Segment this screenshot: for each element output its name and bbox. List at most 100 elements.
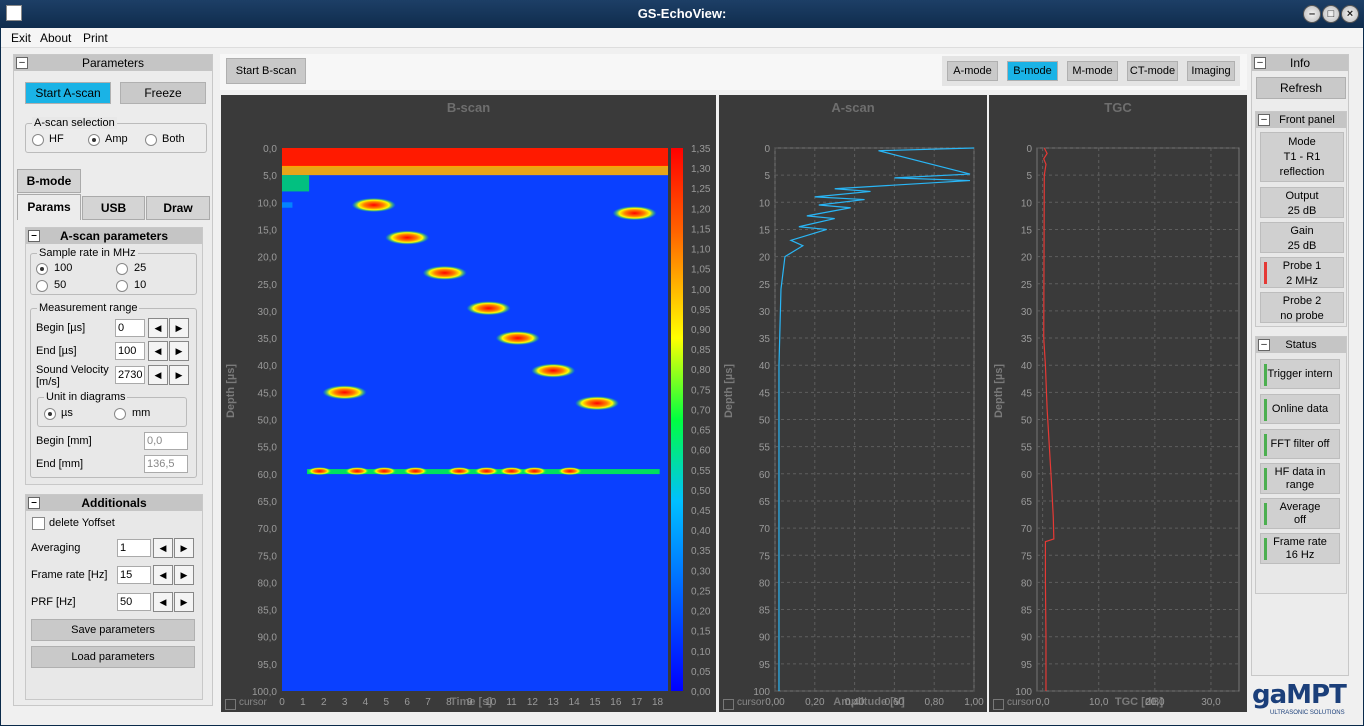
prf-increment-icon[interactable]: ▶ <box>174 592 194 612</box>
radio-hf[interactable] <box>32 134 44 146</box>
status-header[interactable]: – Status <box>1256 337 1346 353</box>
tgc-cursor-checkbox[interactable] <box>993 699 1004 710</box>
backwall-echo <box>557 467 582 476</box>
tab-imaging[interactable]: Imaging <box>1187 61 1235 81</box>
close-icon[interactable]: × <box>1341 5 1359 23</box>
logo-tagline: ULTRASONIC SOLUTIONS <box>1270 710 1345 716</box>
collapse-icon[interactable]: – <box>1258 114 1270 126</box>
tgc-svg[interactable]: 0 5 10 15 20 25 30 35 40 45 50 55 60 65 70 75 80 85 90 95 10… <box>989 95 1247 712</box>
delete-yoffset-checkbox[interactable] <box>32 517 45 530</box>
xtick: 1,00 <box>964 697 984 708</box>
gampt-logo: gaMPT ULTRASONIC SOLUTIONS <box>1252 680 1352 718</box>
radio-rate-25[interactable] <box>116 263 128 275</box>
xtick: 0,0 <box>1036 697 1050 708</box>
near-field-ripple <box>282 202 293 208</box>
menu-print[interactable]: Print <box>83 31 108 45</box>
bscan-ytick: 25,0 <box>258 280 278 291</box>
collapse-icon[interactable]: – <box>28 230 40 242</box>
collapse-icon[interactable]: – <box>28 497 40 509</box>
ytick: 20 <box>1021 253 1033 264</box>
end-us-input[interactable]: 100 <box>115 342 145 360</box>
ascan-selection-label: A-scan selection <box>32 117 117 129</box>
ytick: 40 <box>759 361 771 372</box>
framerate-input[interactable]: 15 <box>117 566 151 584</box>
front-panel-header[interactable]: – Front panel <box>1256 112 1346 128</box>
additionals-header[interactable]: – Additionals <box>26 495 202 511</box>
ytick: 60 <box>759 470 771 481</box>
tab-m-mode[interactable]: M-mode <box>1067 61 1118 81</box>
bscan-xtick: 13 <box>548 697 560 708</box>
parameters-header[interactable]: – Parameters <box>14 55 212 71</box>
tab-params[interactable]: Params <box>17 194 81 220</box>
colorbar-tick: 0,05 <box>691 667 711 678</box>
ytick: 5 <box>764 171 770 182</box>
radio-unit-mm[interactable] <box>114 408 126 420</box>
sample-rate-label: Sample rate in MHz <box>37 247 138 259</box>
colorbar-tick: 0,55 <box>691 466 711 477</box>
additionals-panel: – Additionals delete Yoffset Averaging 1… <box>25 494 203 700</box>
velocity-decrement-icon[interactable]: ◀ <box>148 365 168 385</box>
ytick: 55 <box>759 443 771 454</box>
ytick: 75 <box>1021 551 1033 562</box>
ascan-params-header[interactable]: – A-scan parameters <box>26 228 202 244</box>
ytick: 95 <box>759 660 771 671</box>
ascan-cursor-checkbox[interactable] <box>723 699 734 710</box>
ytick: 0 <box>1026 144 1032 155</box>
radio-both[interactable] <box>145 134 157 146</box>
toolbar: Start B-scan A-mode B-mode M-mode CT-mod… <box>220 54 1247 90</box>
tab-b-mode[interactable]: B-mode <box>1007 61 1058 81</box>
start-bscan-button[interactable]: Start B-scan <box>226 58 306 84</box>
ytick: 40 <box>1021 361 1033 372</box>
radio-amp[interactable] <box>88 134 100 146</box>
framerate-increment-icon[interactable]: ▶ <box>174 565 194 585</box>
velocity-increment-icon[interactable]: ▶ <box>169 365 189 385</box>
tab-a-mode[interactable]: A-mode <box>947 61 998 81</box>
averaging-input[interactable]: 1 <box>117 539 151 557</box>
collapse-icon[interactable]: – <box>16 57 28 69</box>
parameters-panel: – Parameters Start A-scan Freeze A-scan … <box>13 54 213 706</box>
tab-draw[interactable]: Draw <box>146 196 210 220</box>
radio-rate-100[interactable] <box>36 263 48 275</box>
colorbar-tick: 0,75 <box>691 385 711 396</box>
menu-exit[interactable]: Exit <box>11 31 32 45</box>
collapse-icon[interactable]: – <box>1258 339 1270 351</box>
tab-ct-mode[interactable]: CT-mode <box>1127 61 1178 81</box>
backwall-echo <box>447 467 472 476</box>
minimize-icon[interactable]: – <box>1303 5 1321 23</box>
prf-input[interactable]: 50 <box>117 593 151 611</box>
surface-echo-tail <box>282 165 668 176</box>
end-increment-icon[interactable]: ▶ <box>169 341 189 361</box>
info-header[interactable]: – Info <box>1252 55 1348 71</box>
start-ascan-button[interactable]: Start A-scan <box>25 82 111 104</box>
velocity-input[interactable]: 2730 <box>115 366 145 384</box>
radio-rate-50[interactable] <box>36 280 48 292</box>
tab-bmode[interactable]: B-mode <box>17 169 81 193</box>
averaging-decrement-icon[interactable]: ◀ <box>153 538 173 558</box>
prf-decrement-icon[interactable]: ◀ <box>153 592 173 612</box>
colorbar-tick: 0,45 <box>691 506 711 517</box>
bscan-cursor-checkbox[interactable] <box>225 699 236 710</box>
bscan-svg[interactable]: 0,05,010,015,020,025,030,035,040,045,050… <box>221 95 716 712</box>
tab-usb[interactable]: USB <box>82 196 145 220</box>
collapse-icon[interactable]: – <box>1254 57 1266 69</box>
load-parameters-button[interactable]: Load parameters <box>31 646 195 668</box>
freeze-button[interactable]: Freeze <box>120 82 206 104</box>
end-decrement-icon[interactable]: ◀ <box>148 341 168 361</box>
xtick: 0,60 <box>885 697 905 708</box>
refresh-button[interactable]: Refresh <box>1256 77 1346 99</box>
bscan-xtick: 9 <box>467 697 473 708</box>
radio-rate-10[interactable] <box>116 280 128 292</box>
menu-about[interactable]: About <box>40 31 72 45</box>
xtick: 10,0 <box>1089 697 1109 708</box>
maximize-icon[interactable]: □ <box>1322 5 1340 23</box>
averaging-increment-icon[interactable]: ▶ <box>174 538 194 558</box>
framerate-decrement-icon[interactable]: ◀ <box>153 565 173 585</box>
begin-increment-icon[interactable]: ▶ <box>169 318 189 338</box>
begin-decrement-icon[interactable]: ◀ <box>148 318 168 338</box>
save-parameters-button[interactable]: Save parameters <box>31 619 195 641</box>
bscan-xtick: 10 <box>485 697 497 708</box>
ascan-svg[interactable]: 0 5 10 15 20 25 30 35 40 45 50 55 60 65 70 75 80 85 90 95 10… <box>719 95 987 712</box>
begin-us-input[interactable]: 0 <box>115 319 145 337</box>
main-window: Exit About Print – Parameters Start A-sc… <box>1 28 1363 725</box>
radio-unit-us[interactable] <box>44 408 56 420</box>
